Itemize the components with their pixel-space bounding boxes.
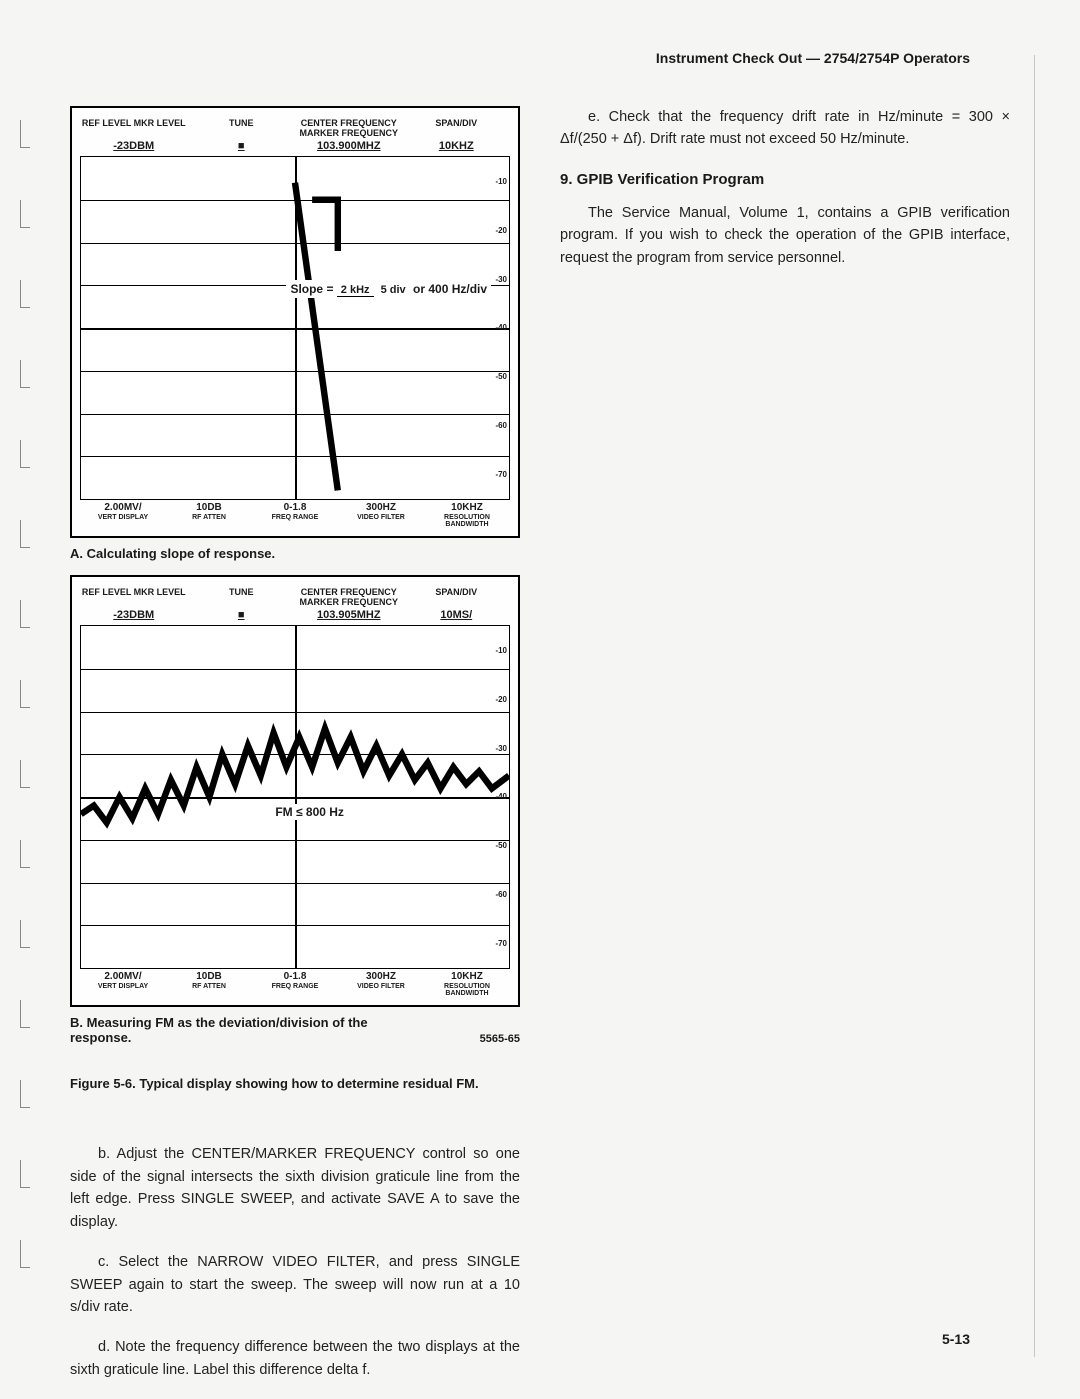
section-9-title: 9. GPIB Verification Program [560,171,1010,188]
figure-number: 5565-65 [480,1033,520,1045]
page-number: 5-13 [942,1331,970,1347]
para-e: e. Check that the frequency drift rate i… [560,106,1010,151]
panel-a-footer-labels: VERT DISPLAY RF ATTEN FREQ RANGE VIDEO F… [80,514,510,528]
panel-a-top-labels: REF LEVEL MKR LEVEL TUNE CENTER FREQUENC… [80,118,510,138]
panel-b: REF LEVEL MKR LEVEL TUNE CENTER FREQUENC… [70,575,520,1007]
section-9-body: The Service Manual, Volume 1, contains a… [560,202,1010,269]
para-b: b. Adjust the CENTER/MARKER FREQUENCY co… [70,1143,520,1233]
lbl: TUNE [188,118,296,138]
slope-num: 2 kHz [337,284,374,297]
slope-den: 5 div [377,284,410,296]
para-c: c. Select the NARROW VIDEO FILTER, and p… [70,1251,520,1318]
slope-annotation: Slope = 2 kHz 5 div or 400 Hz/div [286,280,491,298]
lbl: SPAN/DIV [403,118,511,138]
fm-annotation: FM ≤ 800 Hz [269,804,350,820]
scan-edge-left [0,0,48,1397]
panel-b-footer-values: 2.00MV/ 10DB 0-1.8 300HZ 10KHZ [80,971,510,982]
panel-b-trace [81,626,509,968]
slope-pre: Slope = [290,282,333,296]
panel-a-caption: A. Calculating slope of response. [70,546,520,561]
scan-edge-right [1033,55,1035,1357]
panel-b-graticule: FM ≤ 800 Hz -10 -20 -30 -40 -50 -60 -70 [80,625,510,969]
panel-a-footer-values: 2.00MV/ 10DB 0-1.8 300HZ 10KHZ [80,502,510,513]
panel-b-caption: B. Measuring FM as the deviation/divisio… [70,1015,421,1045]
lbl: REF LEVEL MKR LEVEL [80,118,188,138]
val: 10KHZ [403,140,511,152]
figure-caption: Figure 5-6. Typical display showing how … [70,1075,520,1093]
val: ■ [188,140,296,152]
panel-a-graticule: Slope = 2 kHz 5 div or 400 Hz/div -10 -2… [80,156,510,500]
val: -23DBM [80,140,188,152]
panel-b-top-values: -23DBM ■ 103.905MHZ 10MS/ [80,609,510,621]
lbl: CENTER FREQUENCY MARKER FREQUENCY [295,118,403,138]
panel-a-edge-scale: -10 -20 -30 -40 -50 -60 -70 [495,157,507,499]
panel-b-top-labels: REF LEVEL MKR LEVEL TUNE CENTER FREQUENC… [80,587,510,607]
panel-a-trace [81,157,509,499]
val: 103.900MHZ [295,140,403,152]
para-d: d. Note the frequency difference between… [70,1336,520,1381]
panel-b-edge-scale: -10 -20 -30 -40 -50 -60 -70 [495,626,507,968]
panel-a-top-values: -23DBM ■ 103.900MHZ 10KHZ [80,140,510,152]
panel-b-footer-labels: VERT DISPLAY RF ATTEN FREQ RANGE VIDEO F… [80,983,510,997]
panel-a: REF LEVEL MKR LEVEL TUNE CENTER FREQUENC… [70,106,520,538]
slope-post: or 400 Hz/div [413,282,487,296]
page-header: Instrument Check Out — 2754/2754P Operat… [70,50,1010,66]
